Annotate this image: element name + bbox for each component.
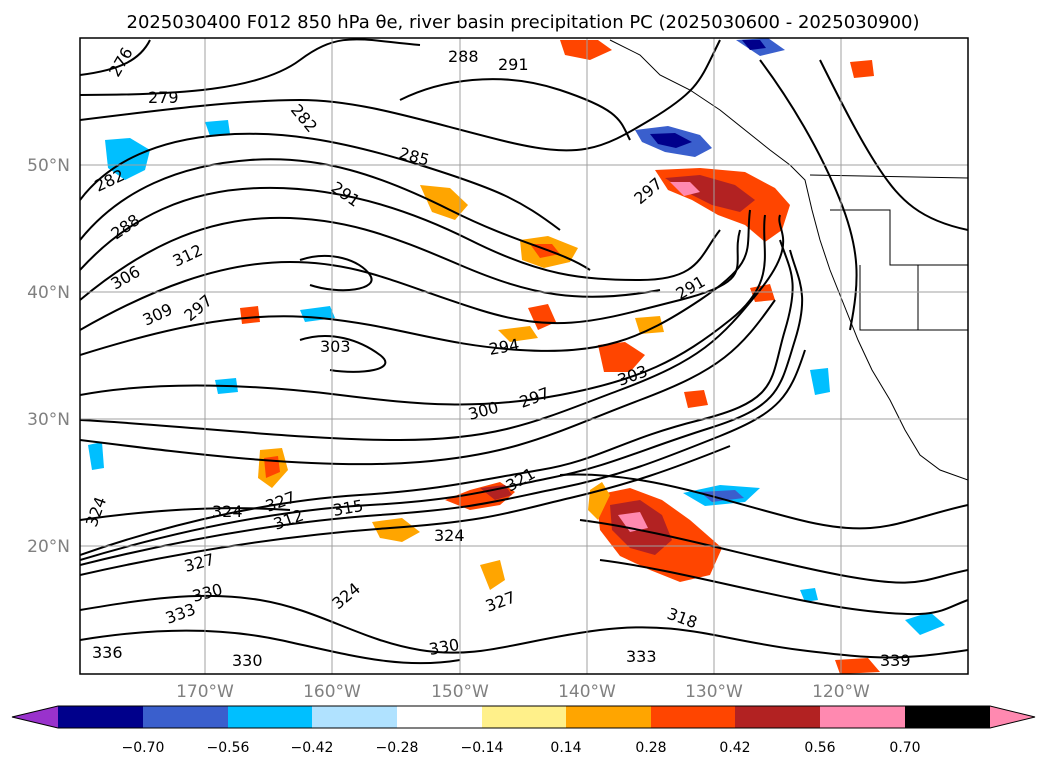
colorbar-tick-label: 0.70 <box>889 740 920 756</box>
colorbar-tick-label: −0.56 <box>207 740 250 756</box>
lon-label: 140°W <box>558 682 616 702</box>
colorbar-bin <box>482 706 566 728</box>
contour-label: 288 <box>448 47 479 66</box>
colorbar-tick-label: −0.70 <box>122 740 165 756</box>
longitude-labels: 170°W 160°W 150°W 140°W 130°W 120°W <box>176 682 870 702</box>
lat-label: 50°N <box>27 156 70 176</box>
figure-title: 2025030400 F012 850 hPa θe, river basin … <box>127 12 920 33</box>
colorbar-bin <box>312 706 397 728</box>
colorbar-tick-label: 0.56 <box>804 740 835 756</box>
lon-label: 130°W <box>685 682 743 702</box>
colorbar-bin <box>143 706 228 728</box>
colorbar-tick-label: 0.14 <box>550 740 581 756</box>
latitude-labels: 50°N 40°N 30°N 20°N <box>27 156 70 557</box>
precip-shading <box>88 38 945 674</box>
colorbar-tick-label: 0.28 <box>635 740 666 756</box>
contour-label: 330 <box>232 651 263 670</box>
lon-label: 170°W <box>176 682 234 702</box>
colorbar-bin <box>735 706 820 728</box>
colorbar-bin <box>58 706 143 728</box>
graticule <box>80 38 968 674</box>
colorbar-tick-label: −0.28 <box>376 740 419 756</box>
colorbar-bin <box>651 706 735 728</box>
contour-label: 279 <box>148 88 179 107</box>
map-background <box>80 38 968 674</box>
contour-label: 339 <box>880 651 911 670</box>
lon-label: 120°W <box>812 682 870 702</box>
colorbar-outline <box>11 705 1036 729</box>
colorbar-tick-label: 0.42 <box>719 740 750 756</box>
lon-label: 150°W <box>431 682 489 702</box>
contour-label: 291 <box>498 55 529 74</box>
colorbar-bin <box>820 706 905 728</box>
contour-label: 336 <box>92 643 123 662</box>
colorbar-max-extend <box>990 706 1035 728</box>
contour-label: 324 <box>212 502 243 521</box>
colorbar-bin <box>397 706 482 728</box>
colorbar-bin <box>228 706 312 728</box>
contour-label: 333 <box>626 647 657 666</box>
lat-label: 20°N <box>27 537 70 557</box>
colorbar-bin <box>905 706 990 728</box>
contour-label-group: 276 279 282 282 285 288 288 291 291 291 … <box>82 44 911 670</box>
contour-label: 324 <box>434 526 465 545</box>
colorbar: −0.70 −0.56 −0.42 −0.28 −0.14 0.14 0.28 … <box>11 705 1036 756</box>
colorbar-min-extend <box>12 706 58 728</box>
lat-label: 30°N <box>27 410 70 430</box>
colorbar-tick-label: −0.14 <box>461 740 504 756</box>
lat-label: 40°N <box>27 283 70 303</box>
contour-label: 303 <box>320 337 351 356</box>
colorbar-bin <box>566 706 651 728</box>
map-frame <box>79 37 969 675</box>
map-panel: 276 279 282 282 285 288 288 291 291 291 … <box>79 37 969 675</box>
coastline <box>609 39 968 481</box>
colorbar-tick-label: −0.42 <box>291 740 334 756</box>
lon-label: 160°W <box>303 682 361 702</box>
